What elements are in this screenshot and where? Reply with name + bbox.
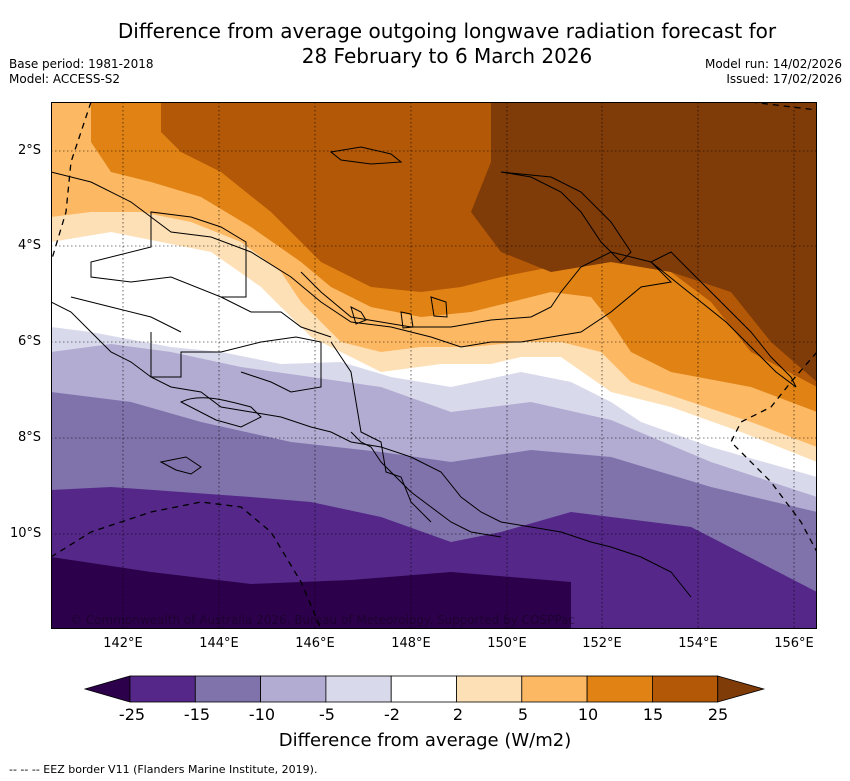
colorbar-label: 25	[707, 705, 729, 724]
eez-footnote: -- -- -- EEZ border V11 (Flanders Marine…	[9, 763, 318, 776]
lon-tick-156e: 156°E	[774, 636, 814, 651]
lon-tick-142e: 142°E	[103, 636, 143, 651]
lat-tick-4s: 4°S	[18, 238, 42, 253]
colorbar-segment	[390, 675, 457, 703]
colorbar-label: 5	[517, 705, 529, 724]
model-name: Model: ACCESS-S2	[9, 72, 121, 86]
olr-anomaly-map	[51, 102, 817, 629]
colorbar-segment	[586, 675, 653, 703]
lon-tick-148e: 148°E	[391, 636, 431, 651]
colorbar-segment	[260, 675, 327, 703]
lon-tick-144e: 144°E	[199, 636, 239, 651]
band-gt-plus25	[471, 102, 817, 382]
colorbar-segment	[521, 675, 588, 703]
meta-left: Base period: 1981-2018 Model: ACCESS-S2	[9, 57, 154, 87]
colorbar-label: 2	[452, 705, 464, 724]
colorbar-segment	[325, 675, 392, 703]
colorbar-label: 10	[577, 705, 599, 724]
colorbar-label: 15	[642, 705, 664, 724]
colorbar	[84, 675, 766, 703]
meta-right: Model run: 14/02/2026 Issued: 17/02/2026	[705, 57, 842, 87]
lon-tick-146e: 146°E	[295, 636, 335, 651]
colorbar-segment	[652, 675, 719, 703]
lat-tick-6s: 6°S	[18, 334, 42, 349]
lon-tick-150e: 150°E	[487, 636, 527, 651]
eez-borders	[51, 102, 817, 629]
issued-date: Issued: 17/02/2026	[726, 72, 842, 86]
colorbar-label: -15	[183, 705, 211, 724]
colorbar-extend-low	[84, 675, 131, 703]
map-title-line-1: Difference from average outgoing longwav…	[117, 19, 777, 43]
lon-tick-152e: 152°E	[582, 636, 622, 651]
colorbar-title: Difference from average (W/m2)	[278, 730, 572, 751]
copyright-watermark: © Commonwealth of Australia 2026, Bureau…	[70, 613, 575, 627]
lat-tick-2s: 2°S	[18, 143, 42, 158]
colorbar-label: -25	[118, 705, 146, 724]
coastline	[51, 146, 797, 598]
colorbar-extend-high	[717, 675, 766, 703]
map-title-line-2: 28 February to 6 March 2026	[301, 44, 593, 68]
lat-tick-10s: 10°S	[10, 526, 42, 541]
map-frame	[51, 102, 817, 629]
lat-tick-8s: 8°S	[18, 430, 42, 445]
colorbar-segment	[129, 675, 196, 703]
lon-tick-154e: 154°E	[678, 636, 718, 651]
province-borders	[70, 211, 432, 523]
base-period: Base period: 1981-2018	[9, 57, 154, 71]
colorbar-label: -10	[248, 705, 276, 724]
colorbar-label: -5	[319, 705, 335, 724]
colorbar-segment	[456, 675, 523, 703]
model-run: Model run: 14/02/2026	[704, 57, 842, 71]
colorbar-label: -2	[384, 705, 400, 724]
map-title: Difference from average outgoing longwav…	[0, 19, 850, 69]
colorbar-segment	[194, 675, 262, 703]
